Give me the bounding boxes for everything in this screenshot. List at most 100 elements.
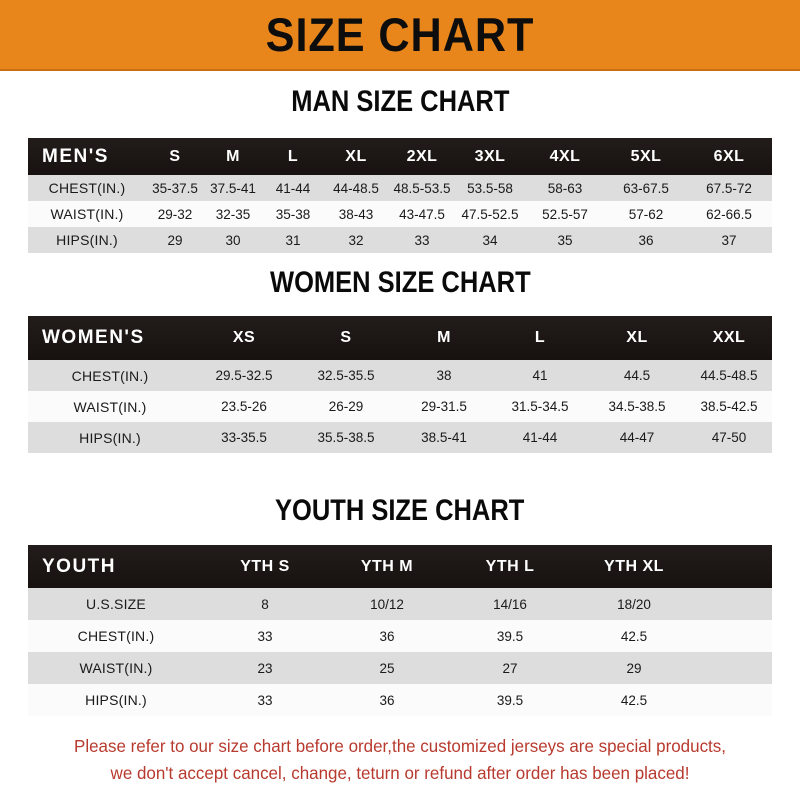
youth-row-0-cell-0: 8 [261,596,269,612]
man-row-1-cell-6: 52.5-57 [542,206,588,222]
man-section-title-text: MAN SIZE CHART [290,85,510,118]
women-size-table: WOMEN'S XS S M L XL XXL CHEST(IN.) 29.5-… [28,316,772,453]
man-row-0-cell-6: 58-63 [547,180,583,196]
table-row: HIPS(IN.) 33-35.5 35.5-38.5 38.5-41 41-4… [28,422,772,453]
man-header-size-2: L [287,147,299,165]
youth-row-1-cell-1: 36 [379,628,395,644]
man-row-1-cell-8: 62-66.5 [706,206,752,222]
youth-row-2-cell-1: 25 [379,660,395,676]
man-section-title: MAN SIZE CHART [0,85,800,119]
man-row-1-cell-0: 29-32 [157,206,193,222]
man-header-size-5: 3XL [474,147,506,165]
man-row-0-cell-0: 35-37.5 [152,180,198,196]
youth-row-2-cell-3: 29 [626,660,642,676]
youth-row-1-cell-3: 42.5 [620,628,648,644]
women-header-size-4: XL [626,329,648,346]
women-row-0-label: CHEST(IN.) [71,367,149,384]
youth-row-0-spacer [696,588,772,620]
youth-row-0-cell-1: 10/12 [370,596,404,612]
man-row-0-cell-2: 41-44 [275,180,311,196]
man-header-label: MEN'S [42,145,109,167]
women-header-size-0: XS [232,329,256,346]
page-title: SIZE CHART [265,8,535,61]
table-row: CHEST(IN.) 35-37.5 37.5-41 41-44 44-48.5… [28,175,772,201]
man-row-1-label: WAIST(IN.) [50,206,124,222]
man-header-size-7: 5XL [630,147,662,165]
youth-row-3-cell-0: 33 [257,692,273,708]
youth-section-title: YOUTH SIZE CHART [0,494,800,528]
youth-header-size-1: YTH M [360,557,414,575]
women-row-0-cell-5: 44.5-48.5 [700,368,758,383]
women-row-2-cell-3: 41-44 [522,430,558,445]
youth-row-0-label: U.S.SIZE [86,596,146,612]
man-row-1-cell-1: 32-35 [215,206,251,222]
youth-header-size-0: YTH S [240,557,290,575]
man-row-2-cell-2: 31 [285,232,301,248]
youth-header-label: YOUTH [42,555,116,577]
women-row-0-cell-4: 44.5 [623,368,651,383]
man-row-2-label: HIPS(IN.) [56,232,118,248]
women-row-1-cell-0: 23.5-26 [221,399,267,414]
youth-header-size-2: YTH L [485,557,535,575]
man-row-2-cell-1: 30 [225,232,241,248]
man-row-0-cell-8: 67.5-72 [706,180,752,196]
man-row-2-cell-5: 34 [482,232,498,248]
youth-table-header-row: YOUTH YTH S YTH M YTH L YTH XL [28,545,772,588]
table-row: WAIST(IN.) 29-32 32-35 35-38 38-43 43-47… [28,201,772,227]
women-row-0-cell-1: 32.5-35.5 [317,368,375,383]
youth-row-2-cell-0: 23 [257,660,273,676]
women-header-size-5: XXL [712,329,746,346]
man-row-1-cell-7: 57-62 [628,206,664,222]
man-row-1-cell-4: 43-47.5 [399,206,445,222]
man-row-2-cell-0: 29 [167,232,183,248]
women-row-2-cell-5: 47-50 [711,430,747,445]
women-row-1-cell-5: 38.5-42.5 [700,399,758,414]
man-row-1-cell-3: 38-43 [338,206,374,222]
table-row: CHEST(IN.) 29.5-32.5 32.5-35.5 38 41 44.… [28,360,772,391]
table-row: HIPS(IN.) 33 36 39.5 42.5 [28,684,772,716]
youth-size-table: YOUTH YTH S YTH M YTH L YTH XL U.S.SIZE … [28,545,772,716]
youth-row-1-cell-0: 33 [257,628,273,644]
youth-section-title-text: YOUTH SIZE CHART [275,494,525,527]
footer-disclaimer: Please refer to our size chart before or… [0,733,800,787]
women-table-header-row: WOMEN'S XS S M L XL XXL [28,316,772,360]
youth-row-3-cell-2: 39.5 [496,692,524,708]
youth-row-3-cell-3: 42.5 [620,692,648,708]
youth-header-spacer [696,545,772,588]
man-header-size-0: S [169,147,181,165]
table-row: HIPS(IN.) 29 30 31 32 33 34 35 36 37 [28,227,772,253]
man-header-size-8: 6XL [713,147,745,165]
man-row-0-cell-7: 63-67.5 [623,180,669,196]
youth-row-0-cell-3: 18/20 [617,596,651,612]
women-section-title: WOMEN SIZE CHART [0,266,800,300]
women-row-0-cell-3: 41 [532,368,548,383]
youth-row-1-cell-2: 39.5 [496,628,524,644]
youth-row-0-cell-2: 14/16 [493,596,527,612]
youth-row-3-cell-1: 36 [379,692,395,708]
man-row-1-cell-2: 35-38 [275,206,311,222]
youth-row-2-cell-2: 27 [502,660,518,676]
youth-row-2-label: WAIST(IN.) [79,660,153,676]
man-row-2-cell-6: 35 [557,232,573,248]
women-header-label: WOMEN'S [42,327,145,348]
footer-line-1: Please refer to our size chart before or… [74,736,726,756]
man-row-2-cell-8: 37 [721,232,737,248]
women-row-1-cell-4: 34.5-38.5 [608,399,666,414]
table-row: WAIST(IN.) 23 25 27 29 [28,652,772,684]
table-row: U.S.SIZE 8 10/12 14/16 18/20 [28,588,772,620]
man-row-2-cell-3: 32 [348,232,364,248]
youth-row-3-spacer [696,684,772,716]
women-row-1-cell-3: 31.5-34.5 [511,399,569,414]
man-header-size-6: 4XL [549,147,581,165]
youth-row-2-spacer [696,652,772,684]
man-row-0-cell-5: 53.5-58 [467,180,513,196]
women-row-1-cell-2: 29-31.5 [421,399,467,414]
man-header-size-4: 2XL [406,147,438,165]
women-header-size-2: M [437,329,451,346]
man-row-0-cell-1: 37.5-41 [210,180,256,196]
women-row-0-cell-0: 29.5-32.5 [215,368,273,383]
man-row-0-cell-3: 44-48.5 [333,180,379,196]
man-header-size-3: XL [345,147,367,165]
youth-row-3-label: HIPS(IN.) [85,692,147,708]
